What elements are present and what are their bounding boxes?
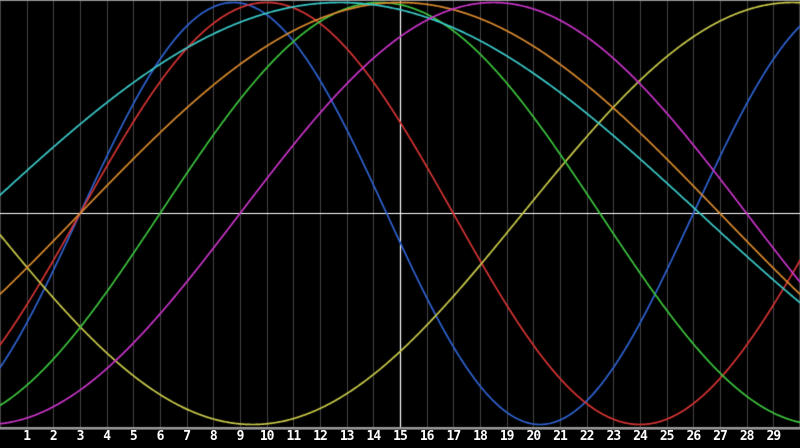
x-tick-label-7: 7 (183, 429, 191, 444)
x-tick-label-18: 18 (473, 429, 488, 444)
x-tick-label-28: 28 (739, 429, 755, 444)
x-tick-label-11: 11 (286, 429, 302, 444)
x-tick-label-20: 20 (526, 429, 542, 444)
x-tick-label-10: 10 (259, 429, 275, 444)
x-tick-label-2: 2 (49, 429, 58, 444)
x-tick-label-13: 13 (339, 429, 355, 444)
x-tick-label-1: 1 (23, 429, 31, 444)
x-tick-label-22: 22 (579, 429, 595, 444)
x-tick-label-14: 14 (366, 429, 382, 444)
x-tick-label-6: 6 (156, 429, 165, 444)
chart-plot-canvas (0, 0, 800, 430)
x-tick-label-8: 8 (209, 429, 218, 444)
x-tick-label-25: 25 (659, 429, 675, 444)
x-tick-label-29: 29 (766, 429, 782, 444)
x-tick-label-12: 12 (313, 429, 328, 444)
x-axis-tick-labels: 1 2 3 4 5 6 7 8 9 10 11 12 13 14 15 16 17 18 19 20 21 22 23 24 2… (0, 429, 800, 448)
x-tick-label-21: 21 (553, 429, 568, 444)
x-tick-label-23: 23 (606, 429, 622, 444)
x-tick-label-3: 3 (76, 429, 85, 444)
x-tick-label-24: 24 (633, 429, 648, 444)
x-tick-label-26: 26 (686, 429, 702, 444)
x-tick-label-5: 5 (129, 429, 138, 444)
x-tick-label-27: 27 (713, 429, 728, 444)
x-tick-label-19: 19 (499, 429, 515, 444)
x-tick-label-4: 4 (103, 429, 111, 444)
x-tick-label-16: 16 (419, 429, 435, 444)
x-tick-label-17: 17 (446, 429, 462, 444)
x-tick-label-15: 15 (393, 429, 408, 444)
x-tick-label-9: 9 (236, 429, 245, 444)
